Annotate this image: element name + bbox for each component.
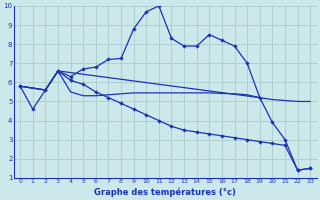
X-axis label: Graphe des températures (°c): Graphe des températures (°c)	[94, 187, 236, 197]
